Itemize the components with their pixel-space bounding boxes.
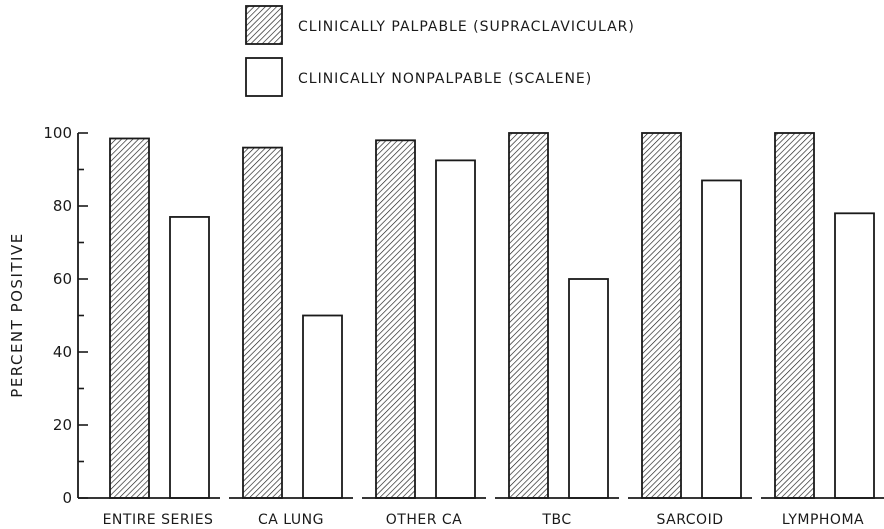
y-tick-label: 100 (43, 124, 72, 142)
bar-nonpalpable-lymphoma (834, 212, 875, 499)
bar-nonpalpable-entire-series (169, 216, 210, 499)
y-tick-label: 60 (53, 270, 72, 288)
bar-nonpalpable-ca-lung (302, 314, 343, 499)
category-label: ENTIRE SERIES (103, 512, 214, 528)
legend-label-palpable: CLINICALLY PALPABLE (SUPRACLAVICULAR) (298, 19, 635, 35)
bar-nonpalpable-tbc (568, 278, 609, 499)
category-labels: ENTIRE SERIES CA LUNG OTHER CA TBC SARCOID LY… (103, 512, 864, 528)
bars (109, 132, 875, 499)
legend-swatch-palpable (245, 5, 283, 45)
y-axis: 0 20 40 60 80 100 (43, 124, 88, 507)
legend: CLINICALLY PALPABLE (SUPRACLAVICULAR) CL… (245, 5, 635, 97)
legend-item-nonpalpable: CLINICALLY NONPALPABLE (SCALENE) (245, 57, 592, 97)
bar-palpable-lymphoma (774, 132, 815, 499)
bar-palpable-sarcoid (641, 132, 682, 499)
legend-swatch-nonpalpable (245, 57, 283, 97)
y-tick-label: 40 (53, 343, 72, 361)
bar-palpable-entire-series (109, 137, 150, 499)
category-label: CA LUNG (258, 512, 324, 528)
category-label: OTHER CA (386, 512, 462, 528)
legend-label-nonpalpable: CLINICALLY NONPALPABLE (SCALENE) (298, 71, 592, 87)
y-tick-label: 0 (62, 489, 72, 507)
y-tick-label: 80 (53, 197, 72, 215)
category-label: LYMPHOMA (782, 512, 864, 528)
bar-palpable-ca-lung (242, 146, 283, 499)
category-label: SARCOID (657, 512, 724, 528)
bar-nonpalpable-other-ca (435, 159, 476, 499)
bar-palpable-tbc (508, 132, 549, 499)
category-label: TBC (541, 512, 571, 528)
legend-item-palpable: CLINICALLY PALPABLE (SUPRACLAVICULAR) (245, 5, 635, 45)
bar-nonpalpable-sarcoid (701, 179, 742, 499)
y-axis-label: PERCENT POSITIVE (8, 232, 26, 397)
y-tick-label: 20 (53, 416, 72, 434)
bar-palpable-other-ca (375, 139, 416, 499)
